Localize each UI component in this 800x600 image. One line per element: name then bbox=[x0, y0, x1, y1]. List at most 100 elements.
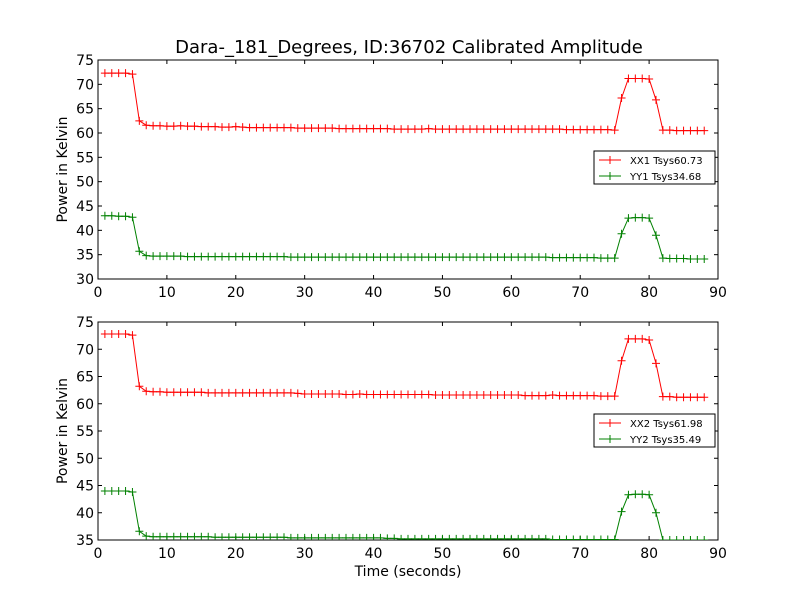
data-point bbox=[404, 534, 412, 540]
data-point bbox=[652, 231, 660, 240]
legend-box bbox=[593, 413, 716, 448]
data-point bbox=[176, 121, 185, 130]
y-tick-label: 70 bbox=[76, 342, 94, 358]
data-point bbox=[114, 212, 123, 221]
data-point bbox=[672, 126, 681, 135]
data-point bbox=[245, 252, 254, 261]
data-point bbox=[548, 253, 557, 262]
data-point bbox=[390, 390, 399, 399]
data-point bbox=[479, 253, 488, 262]
y-tick-label: 45 bbox=[76, 479, 94, 495]
data-point bbox=[190, 252, 199, 261]
data-point bbox=[493, 391, 502, 400]
x-axis-label: Time (seconds) bbox=[354, 564, 462, 580]
data-point bbox=[590, 391, 598, 400]
data-point bbox=[672, 254, 681, 263]
data-point bbox=[431, 125, 440, 134]
legend: XX2 Tsys61.98 YY2 Tsys35.49 bbox=[593, 413, 716, 448]
data-point bbox=[665, 392, 674, 401]
data-point bbox=[445, 125, 454, 134]
data-point bbox=[169, 122, 178, 131]
data-point bbox=[452, 534, 461, 540]
y-tick-label: 75 bbox=[76, 53, 94, 69]
data-point bbox=[169, 532, 178, 540]
data-point bbox=[252, 388, 261, 397]
data-point bbox=[521, 534, 530, 540]
data-point bbox=[700, 126, 709, 135]
data-point bbox=[638, 490, 647, 499]
data-point bbox=[149, 252, 158, 261]
data-point bbox=[273, 533, 282, 540]
data-point bbox=[321, 389, 330, 398]
data-point bbox=[293, 124, 302, 133]
data-point bbox=[424, 124, 433, 133]
data-point bbox=[686, 126, 695, 135]
data-point bbox=[245, 123, 254, 132]
data-point bbox=[362, 124, 371, 133]
x-tick-label: 40 bbox=[365, 546, 383, 562]
data-point bbox=[307, 389, 316, 398]
data-point bbox=[479, 391, 488, 400]
x-tick-label: 90 bbox=[709, 285, 727, 301]
chart-2: 0 10 20 30 40 50 60 70 80 90 35 40 45 50 55 60 65 70 75 Pow… bbox=[55, 315, 727, 580]
data-point bbox=[610, 392, 619, 401]
data-point bbox=[280, 123, 288, 132]
data-point bbox=[638, 334, 647, 343]
data-point bbox=[342, 390, 350, 399]
data-point bbox=[369, 124, 378, 133]
data-point bbox=[624, 490, 633, 499]
data-point bbox=[631, 74, 640, 83]
y-tick-label: 65 bbox=[76, 370, 94, 386]
data-point bbox=[259, 123, 268, 132]
x-tick-label: 50 bbox=[434, 546, 452, 562]
data-point bbox=[231, 533, 240, 540]
x-tick-label: 10 bbox=[158, 285, 176, 301]
data-point bbox=[342, 124, 350, 133]
data-point bbox=[390, 125, 399, 134]
data-point bbox=[500, 534, 509, 540]
data-point bbox=[286, 123, 295, 132]
data-point bbox=[224, 123, 233, 132]
data-point bbox=[410, 125, 419, 134]
data-point bbox=[576, 125, 585, 134]
data-point bbox=[390, 534, 399, 540]
data-point bbox=[397, 390, 406, 399]
data-point bbox=[383, 534, 392, 540]
data-point bbox=[631, 213, 640, 222]
data-point bbox=[162, 252, 171, 261]
data-point bbox=[665, 536, 674, 540]
data-point bbox=[452, 391, 461, 400]
data-point bbox=[190, 122, 199, 131]
x-tick-label: 60 bbox=[502, 546, 520, 562]
data-point bbox=[273, 123, 282, 132]
y-tick-label: 40 bbox=[76, 223, 94, 239]
data-point bbox=[590, 125, 598, 134]
data-point bbox=[452, 125, 461, 134]
data-point bbox=[348, 124, 357, 133]
data-point bbox=[348, 390, 357, 399]
data-point bbox=[645, 490, 654, 499]
data-point bbox=[128, 488, 137, 497]
data-point bbox=[307, 253, 316, 262]
data-point bbox=[486, 125, 495, 134]
data-point bbox=[335, 533, 344, 540]
data-point bbox=[438, 391, 447, 400]
data-point bbox=[397, 534, 406, 540]
data-point bbox=[369, 390, 378, 399]
data-point bbox=[183, 122, 192, 131]
data-point bbox=[472, 125, 481, 134]
charts: 0 10 20 30 40 50 60 70 80 90 30 35 40 45 50 55 60 65 70 75 P… bbox=[55, 53, 727, 580]
data-point bbox=[534, 253, 543, 262]
data-point bbox=[459, 125, 468, 134]
data-point bbox=[603, 125, 612, 134]
data-point bbox=[355, 389, 364, 398]
data-point bbox=[548, 391, 557, 400]
data-point bbox=[583, 391, 592, 400]
y-tick-label: 55 bbox=[76, 150, 94, 166]
data-point bbox=[652, 359, 660, 368]
data-point bbox=[576, 253, 585, 262]
data-point bbox=[383, 124, 392, 133]
data-point bbox=[259, 533, 268, 540]
data-point bbox=[404, 253, 412, 262]
data-point bbox=[266, 252, 275, 261]
